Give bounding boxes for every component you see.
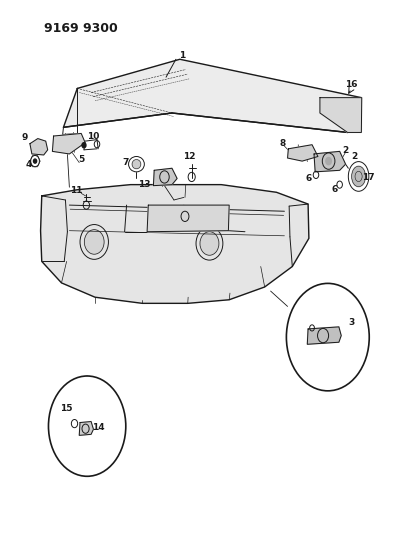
Polygon shape xyxy=(288,145,318,161)
Polygon shape xyxy=(307,327,341,344)
Text: 11: 11 xyxy=(70,186,82,195)
Ellipse shape xyxy=(352,166,365,187)
Text: 14: 14 xyxy=(92,423,104,432)
Ellipse shape xyxy=(200,232,219,255)
Polygon shape xyxy=(153,168,177,185)
Text: 1: 1 xyxy=(179,51,185,60)
Polygon shape xyxy=(79,422,93,435)
Polygon shape xyxy=(41,184,309,303)
Text: 17: 17 xyxy=(362,173,374,182)
Circle shape xyxy=(48,376,126,477)
Text: 9: 9 xyxy=(22,133,28,142)
Text: 6: 6 xyxy=(332,185,338,194)
Text: 8: 8 xyxy=(279,139,286,148)
Circle shape xyxy=(286,284,369,391)
Text: 6: 6 xyxy=(306,174,312,183)
Polygon shape xyxy=(320,98,362,132)
Circle shape xyxy=(82,143,86,148)
Polygon shape xyxy=(30,139,48,155)
Circle shape xyxy=(33,159,37,163)
Polygon shape xyxy=(314,151,346,172)
Text: 10: 10 xyxy=(87,132,99,141)
Text: 15: 15 xyxy=(60,404,73,413)
Ellipse shape xyxy=(84,230,104,254)
Text: 5: 5 xyxy=(78,155,84,164)
Polygon shape xyxy=(53,133,85,154)
Text: 4: 4 xyxy=(25,160,32,168)
Text: 13: 13 xyxy=(138,180,150,189)
Circle shape xyxy=(326,158,331,165)
Text: 2: 2 xyxy=(351,152,358,161)
Ellipse shape xyxy=(132,159,141,169)
Text: 2: 2 xyxy=(342,146,348,155)
Polygon shape xyxy=(147,205,229,232)
Text: 3: 3 xyxy=(349,318,355,327)
Polygon shape xyxy=(63,59,361,132)
Text: 9169 9300: 9169 9300 xyxy=(44,21,118,35)
Text: 12: 12 xyxy=(182,152,195,161)
Text: 7: 7 xyxy=(122,158,129,167)
Text: 16: 16 xyxy=(345,80,358,90)
